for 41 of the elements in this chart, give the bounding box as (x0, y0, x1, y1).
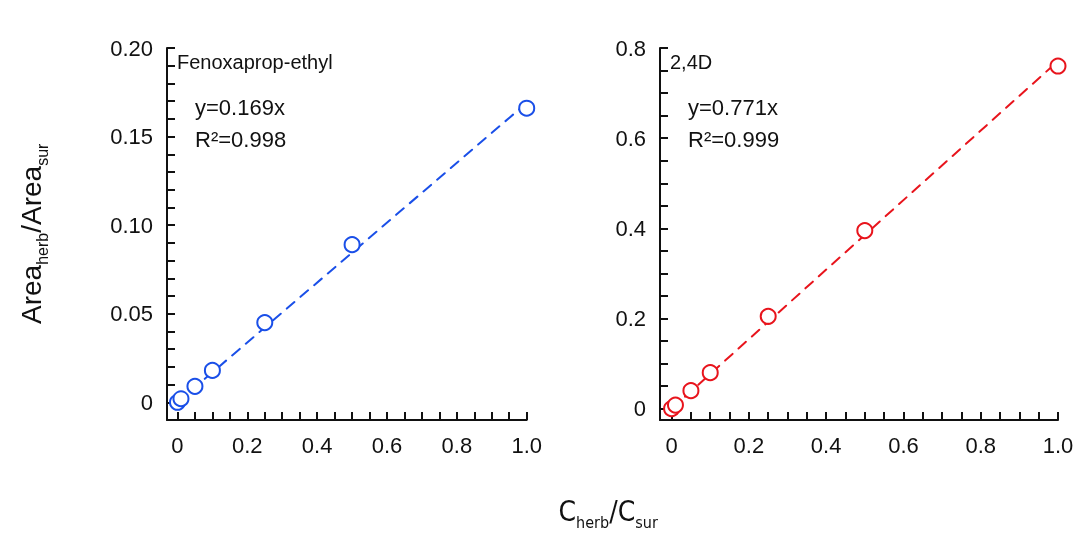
y-tick-label: 0.15 (110, 124, 153, 150)
y-tick-label: 0.6 (615, 125, 646, 151)
x-axis-title: C$_{herb}$/C$_{sur}$ (558, 495, 658, 532)
y-tick-label: 0.10 (110, 212, 153, 238)
x-tick-label: 1.0 (1042, 432, 1074, 458)
point (701, 364, 719, 382)
annotation: 2,4D (670, 51, 713, 73)
y-tick-label: 0.2 (615, 306, 646, 332)
point (682, 382, 700, 400)
annotation: y=0.771x (688, 94, 778, 120)
x-tick-label: 0.4 (301, 432, 333, 458)
point (759, 307, 777, 325)
annotation: y=0.169x (195, 94, 285, 120)
x-tick-label: 0.6 (371, 432, 403, 458)
y-tick-label: 0 (140, 389, 153, 415)
x-tick-label: 0.2 (232, 432, 263, 458)
point (518, 99, 536, 117)
point (856, 222, 874, 240)
annotation: R²=0.998 (195, 126, 287, 152)
point (172, 390, 190, 408)
x-tick-label: 0.6 (888, 432, 919, 458)
x-tick-label: 0.2 (733, 432, 765, 458)
y-tick-label: 0.4 (615, 215, 646, 241)
y-tick-label: 0.05 (110, 301, 153, 327)
y-tick-label: 0 (633, 396, 646, 422)
x-tick-label: 0 (665, 432, 678, 458)
annotation: Fenoxaprop-ethyl (177, 51, 333, 73)
point (1049, 57, 1067, 75)
annotation: R²=0.999 (688, 126, 780, 152)
y-tick-label: 0.8 (615, 35, 646, 61)
point (666, 396, 684, 414)
point (186, 377, 204, 395)
x-tick-label: 0.8 (441, 432, 473, 458)
x-tick-label: 0 (171, 432, 184, 458)
y-tick-label: 0.20 (110, 35, 153, 61)
point (203, 361, 221, 379)
x-tick-label: 0.4 (810, 432, 842, 458)
point (256, 314, 274, 332)
point (343, 236, 361, 254)
x-tick-label: 0.8 (965, 432, 997, 458)
x-tick-label: 1.0 (511, 432, 543, 458)
